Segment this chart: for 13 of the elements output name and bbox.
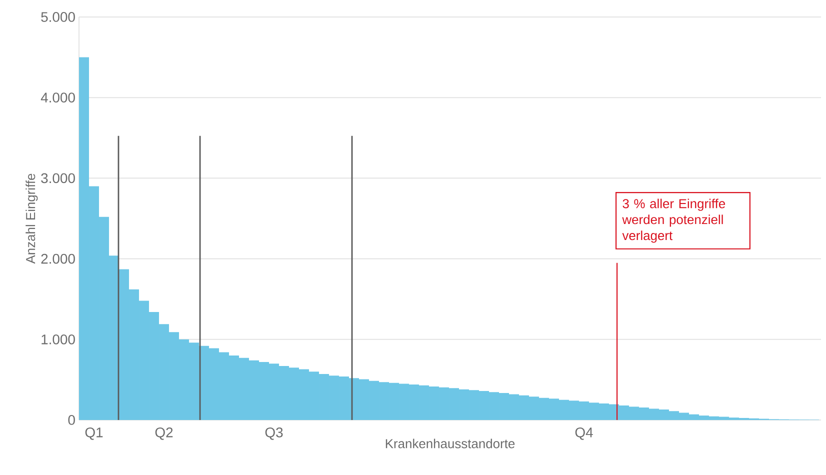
y-tick-label: 5.000	[41, 12, 75, 22]
y-tick-label: 3.000	[41, 173, 75, 184]
y-tick-label: 4.000	[40, 92, 75, 103]
x-tick-label: Q3	[265, 427, 283, 440]
y-tick-label: 0	[68, 415, 75, 425]
x-tick-label: Q2	[155, 427, 173, 440]
x-tick-label: Q4	[575, 427, 593, 440]
annotation: 3 % aller Eingriffe werden potenziell verlagert	[622, 198, 726, 243]
x-axis-title: Krankenhausstandorte	[386, 438, 515, 448]
x-tick-label: Q1	[85, 427, 103, 440]
y-tick-label: 2.000	[41, 254, 75, 264]
y-axis-title: Anzahl Eingriffe	[26, 174, 38, 264]
y-tick-label: 1.000	[42, 334, 75, 344]
